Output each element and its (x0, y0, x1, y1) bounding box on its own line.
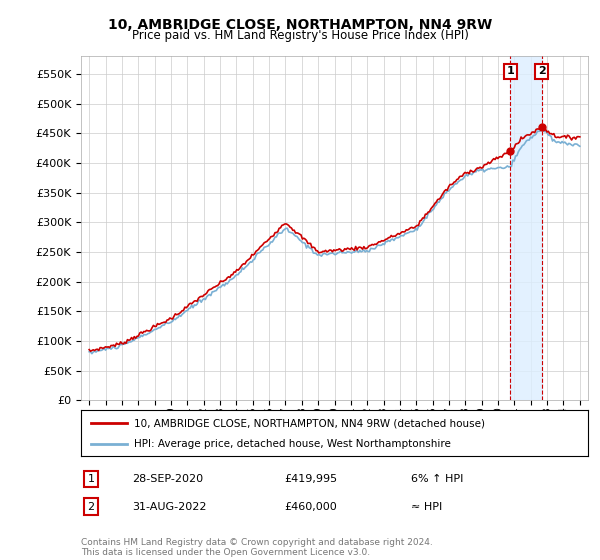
Text: ≈ HPI: ≈ HPI (410, 502, 442, 512)
Bar (511, 56, 542, 400)
Text: 1: 1 (506, 67, 514, 77)
Text: Price paid vs. HM Land Registry's House Price Index (HPI): Price paid vs. HM Land Registry's House … (131, 29, 469, 42)
Text: 28-SEP-2020: 28-SEP-2020 (132, 474, 203, 484)
Text: 2: 2 (88, 502, 95, 512)
Text: 6% ↑ HPI: 6% ↑ HPI (410, 474, 463, 484)
Text: 10, AMBRIDGE CLOSE, NORTHAMPTON, NN4 9RW (detached house): 10, AMBRIDGE CLOSE, NORTHAMPTON, NN4 9RW… (134, 418, 485, 428)
Text: 1: 1 (88, 474, 95, 484)
Text: £419,995: £419,995 (284, 474, 337, 484)
Text: 10, AMBRIDGE CLOSE, NORTHAMPTON, NN4 9RW: 10, AMBRIDGE CLOSE, NORTHAMPTON, NN4 9RW (108, 18, 492, 32)
Text: Contains HM Land Registry data © Crown copyright and database right 2024.
This d: Contains HM Land Registry data © Crown c… (81, 538, 433, 557)
Text: 2: 2 (538, 67, 545, 77)
Text: 31-AUG-2022: 31-AUG-2022 (132, 502, 206, 512)
Text: HPI: Average price, detached house, West Northamptonshire: HPI: Average price, detached house, West… (134, 438, 451, 449)
Text: £460,000: £460,000 (284, 502, 337, 512)
